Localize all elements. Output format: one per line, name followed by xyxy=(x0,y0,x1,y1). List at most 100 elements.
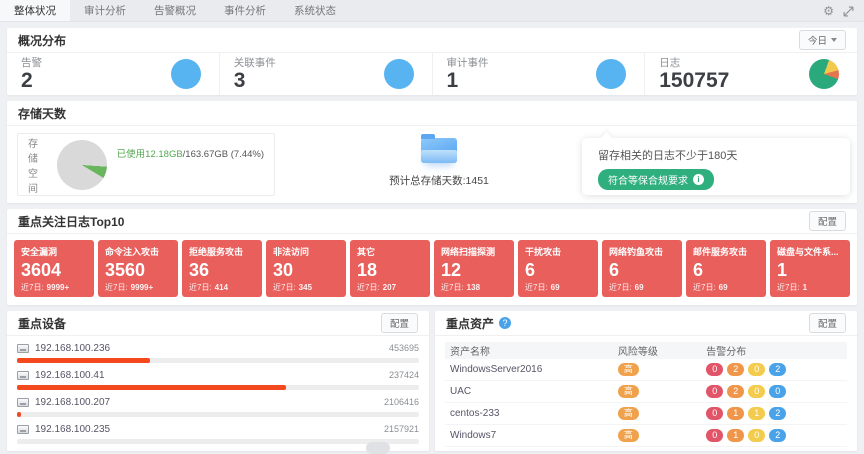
settings-gear-icon[interactable]: ⚙ xyxy=(823,4,834,18)
recent-label: 近7日: xyxy=(777,283,800,292)
log-card-6[interactable]: 网络扫描探测 12 近7日: 138 xyxy=(434,240,514,297)
col-alarm-distribution: 告警分布 xyxy=(706,347,747,358)
key-assets-title-text: 重点资产 xyxy=(446,316,495,331)
tab-alert-overview[interactable]: 告警概况 xyxy=(154,5,196,17)
device-bar-track xyxy=(17,412,419,417)
device-icon xyxy=(17,370,29,380)
storage-space-label: 存储空间 xyxy=(28,138,38,195)
log-card-7-name: 干扰攻击 xyxy=(525,247,562,257)
asset-name: WindowsServer2016 xyxy=(450,364,543,375)
device-row[interactable]: 192.168.100.236 453695 xyxy=(7,336,429,363)
recent-label: 近7日: xyxy=(189,283,212,292)
alarm-badge-critical: 0 xyxy=(706,429,724,442)
asset-row[interactable]: 192.168.100.11 中 0 0 1 0 xyxy=(445,447,847,451)
recent-label: 近7日: xyxy=(105,283,128,292)
log-card-7[interactable]: 干扰攻击 6 近7日: 69 xyxy=(518,240,598,297)
asset-row[interactable]: WindowsServer2016 高 0 2 0 2 xyxy=(445,359,847,381)
log-card-10-recent: 1 xyxy=(802,283,808,292)
log-card-3-recent: 414 xyxy=(214,283,229,292)
log-card-4[interactable]: 非法访问 30 近7日: 345 xyxy=(266,240,346,297)
device-bar-track xyxy=(17,358,419,363)
log-card-9-recent: 69 xyxy=(718,283,728,292)
key-assets-title: 重点资产 ? xyxy=(446,315,512,332)
device-ip: 192.168.100.26 xyxy=(35,451,105,452)
alarm-badge-medium: 0 xyxy=(748,385,766,398)
stat-correlated-events-value: 3 xyxy=(233,69,246,93)
asset-row[interactable]: Windows7 高 0 1 0 2 xyxy=(445,425,847,447)
stat-audit-events-label: 审计事件 xyxy=(446,57,489,70)
device-row[interactable]: 192.168.100.41 237424 xyxy=(7,363,429,390)
stat-logs: 日志 150757 xyxy=(645,53,857,95)
device-bar-track xyxy=(17,439,419,444)
key-assets-config-button[interactable]: 配置 xyxy=(808,313,846,333)
storage-days-block: 预计总存储天数:1451 xyxy=(379,134,499,188)
log-card-8-name: 网络钓鱼攻击 xyxy=(609,247,664,257)
log-card-2-name: 命令注入攻击 xyxy=(105,247,160,257)
device-icon xyxy=(17,343,29,353)
asset-row[interactable]: UAC 高 0 2 0 0 xyxy=(445,381,847,403)
log-card-6-name: 网络扫描探测 xyxy=(441,247,496,257)
device-count: 2106416 xyxy=(383,397,419,407)
storage-title: 存储天数 xyxy=(18,106,67,121)
alarm-badge-high: 2 xyxy=(727,363,745,376)
log-card-1[interactable]: 安全漏洞 3604 近7日: 9999+ xyxy=(14,240,94,297)
fullscreen-icon[interactable] xyxy=(843,6,854,17)
risk-badge: 高 xyxy=(617,385,639,398)
log-card-3-name: 拒绝服务攻击 xyxy=(189,247,244,257)
compliance-tip-bubble: 留存相关的日志不少于180天 符合等保合规要求 i xyxy=(582,138,850,195)
log-card-2[interactable]: 命令注入攻击 3560 近7日: 9999+ xyxy=(98,240,178,297)
top-logs-config-button[interactable]: 配置 xyxy=(808,211,846,231)
alarm-badge-low: 2 xyxy=(769,429,787,442)
log-card-9-name: 邮件服务攻击 xyxy=(693,247,748,257)
log-card-8-recent: 69 xyxy=(634,283,644,292)
stat-logs-label: 日志 xyxy=(659,57,681,70)
storage-usage-text: 已使用12.18GB/163.67GB (7.44%) xyxy=(117,146,264,160)
tab-event-analysis[interactable]: 事件分析 xyxy=(224,5,266,17)
log-card-2-recent: 9999+ xyxy=(130,283,154,292)
scroll-indicator[interactable] xyxy=(366,442,390,454)
log-card-9[interactable]: 邮件服务攻击 6 近7日: 69 xyxy=(686,240,766,297)
compliance-tip-text: 留存相关的日志不少于180天 xyxy=(598,150,738,162)
top-tabbar: 整体状况 审计分析 告警概况 事件分析 系统状态 ⚙ xyxy=(0,0,864,22)
log-card-5[interactable]: 其它 18 近7日: 207 xyxy=(350,240,430,297)
period-select[interactable]: 今日 xyxy=(798,30,846,50)
device-ip: 192.168.100.236 xyxy=(35,342,111,354)
device-count: 453695 xyxy=(388,343,419,353)
recent-label: 近7日: xyxy=(693,283,716,292)
compliance-badge-button[interactable]: 符合等保合规要求 i xyxy=(598,169,714,190)
asset-row[interactable]: centos-233 高 0 1 1 2 xyxy=(445,403,847,425)
risk-badge: 高 xyxy=(617,363,639,376)
device-count: 237424 xyxy=(388,370,419,380)
stat-alerts-value: 2 xyxy=(21,69,33,93)
risk-badge: 高 xyxy=(617,429,639,442)
overview-section: 概况分布 今日 告警 2 关联事件 3 审计事件 1 xyxy=(7,28,857,95)
log-card-10[interactable]: 磁盘与文件系... 1 近7日: 1 xyxy=(770,240,850,297)
log-card-3[interactable]: 拒绝服务攻击 36 近7日: 414 xyxy=(182,240,262,297)
device-count: 2157921 xyxy=(383,424,419,434)
alerts-circle-icon xyxy=(170,59,201,89)
overview-title: 概况分布 xyxy=(18,33,67,48)
log-card-10-value: 1 xyxy=(777,260,788,280)
help-icon[interactable]: ? xyxy=(499,317,512,329)
log-card-8[interactable]: 网络钓鱼攻击 6 近7日: 69 xyxy=(602,240,682,297)
stat-audit-events: 审计事件 1 xyxy=(433,53,646,95)
tab-system-status[interactable]: 系统状态 xyxy=(294,5,336,17)
device-bar-fill xyxy=(17,358,150,363)
alarm-badge-low: 0 xyxy=(769,385,787,398)
alarm-badge-critical: 0 xyxy=(706,363,724,376)
alarm-badge-high: 2 xyxy=(727,385,745,398)
key-devices-config-button[interactable]: 配置 xyxy=(380,313,418,333)
device-row[interactable]: 192.168.100.235 2157921 xyxy=(7,417,429,444)
tab-audit-analysis[interactable]: 审计分析 xyxy=(84,5,126,17)
tab-overall-status[interactable]: 整体状况 xyxy=(0,0,70,21)
device-row[interactable]: 192.168.100.207 2106416 xyxy=(7,390,429,417)
col-risk-level: 风险等级 xyxy=(617,347,658,358)
compliance-badge-label: 符合等保合规要求 xyxy=(608,176,688,187)
log-card-5-value: 18 xyxy=(357,260,378,280)
log-card-6-value: 12 xyxy=(441,260,462,280)
log-card-4-recent: 345 xyxy=(298,283,313,292)
alarm-badge-critical: 0 xyxy=(706,407,724,420)
log-card-4-name: 非法访问 xyxy=(273,247,310,257)
device-icon xyxy=(17,424,29,434)
log-card-4-value: 30 xyxy=(273,260,294,280)
